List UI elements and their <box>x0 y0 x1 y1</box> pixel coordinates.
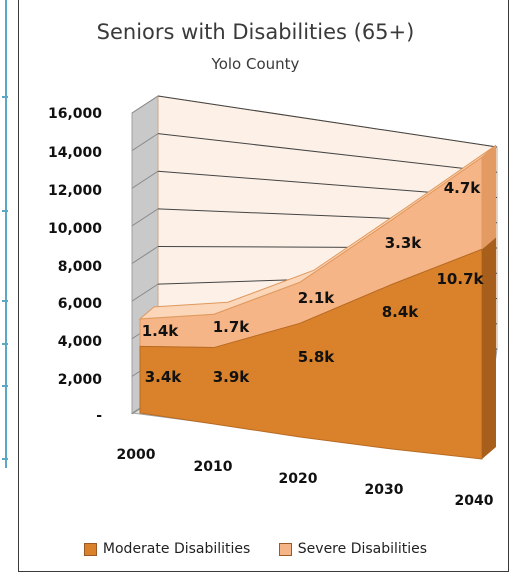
side-gridline <box>131 133 159 152</box>
legend-swatch-moderate <box>83 542 97 556</box>
data-label-moderate: 5.8k <box>298 348 336 366</box>
data-label-severe: 1.4k <box>142 322 180 340</box>
legend: Moderate Disabilities Severe Disabilitie… <box>0 541 511 560</box>
area-series <box>138 144 497 460</box>
legend-label-severe: Severe Disabilities <box>297 541 428 557</box>
data-label-severe: 3.3k <box>385 234 423 252</box>
data-label-moderate: 8.4k <box>382 303 420 321</box>
y-tick-label: - <box>96 408 102 424</box>
x-tick-label: 2030 <box>365 482 404 498</box>
side-gridline <box>131 208 159 227</box>
y-tick-label: 16,000 <box>48 106 102 122</box>
x-tick-label: 2020 <box>279 471 318 487</box>
chart-subtitle: Yolo County <box>211 55 300 73</box>
y-axis-ticks: 16,000 14,000 12,000 10,000 8,000 6,000 4,000 2… <box>48 106 102 424</box>
side-gridline <box>131 246 159 264</box>
y-tick-label: 2,000 <box>58 372 103 388</box>
legend-item-severe: Severe Disabilities <box>278 541 428 557</box>
legend-swatch-severe <box>278 542 292 556</box>
data-label-severe: 4.7k <box>444 179 482 197</box>
x-tick-label: 2010 <box>194 459 233 475</box>
data-label-severe: 1.7k <box>213 318 251 336</box>
side-gridline <box>131 283 159 302</box>
side-gridline <box>131 170 159 189</box>
data-label-severe: 2.1k <box>298 289 336 307</box>
y-tick-label: 12,000 <box>48 183 102 199</box>
y-tick-label: 6,000 <box>58 296 103 312</box>
y-tick-label: 8,000 <box>58 259 103 275</box>
y-tick-label: 4,000 <box>58 334 103 350</box>
left-border-strip <box>0 0 7 468</box>
legend-label-moderate: Moderate Disabilities <box>102 541 251 557</box>
chart-title: Seniors with Disabilities (65+) <box>96 20 415 44</box>
data-label-moderate: 10.7k <box>437 270 485 288</box>
x-tick-label: 2040 <box>455 493 494 509</box>
moderate-side-face <box>482 237 496 459</box>
side-gridline <box>131 95 159 114</box>
y-tick-label: 14,000 <box>48 145 102 161</box>
gridline <box>157 133 498 173</box>
area-chart: 16,000 14,000 12,000 10,000 8,000 6,000 4,000 2… <box>48 95 498 509</box>
gridline <box>157 95 498 148</box>
data-label-moderate: 3.4k <box>145 368 183 386</box>
y-tick-label: 10,000 <box>48 221 102 237</box>
x-axis-ticks: 2000 2010 2020 2030 2040 <box>117 447 494 509</box>
severe-side-face <box>482 145 496 250</box>
data-label-moderate: 3.9k <box>213 368 251 386</box>
legend-item-moderate: Moderate Disabilities <box>83 541 251 557</box>
data-labels: 3.4k 3.9k 5.8k 8.4k 10.7k 1.4k 1.7k 2.1k 3.3k 4.7… <box>142 179 485 386</box>
x-tick-label: 2000 <box>117 447 156 463</box>
